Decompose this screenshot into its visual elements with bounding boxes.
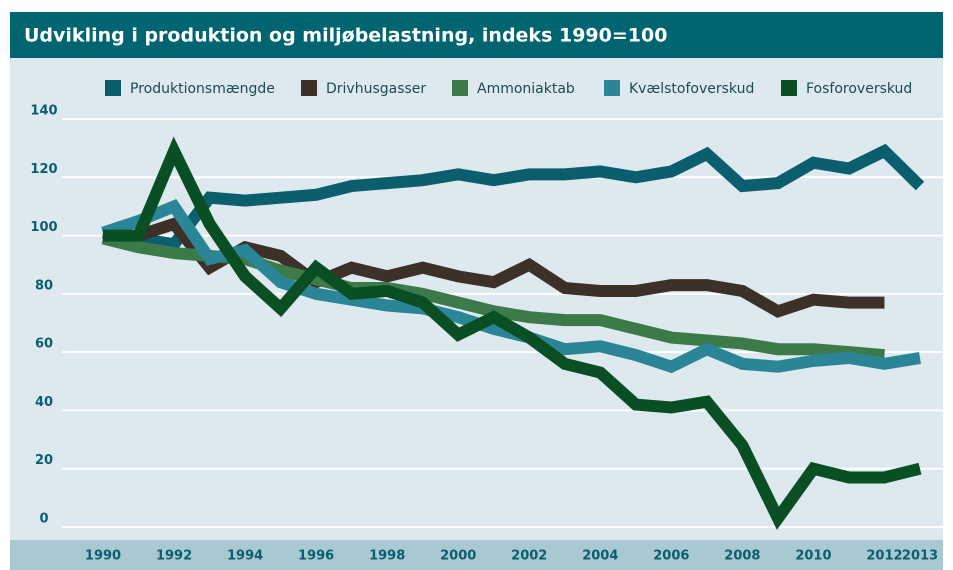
x-axis-band: [10, 540, 943, 570]
legend-swatch: [452, 80, 468, 96]
chart-title: Udvikling i produktion og miljøbelastnin…: [24, 25, 667, 47]
y-tick-label: 0: [39, 512, 48, 527]
legend-swatch: [604, 80, 620, 96]
x-tick-label: 2010: [795, 549, 831, 564]
x-tick-label: 1992: [156, 549, 192, 564]
legend-label: Fosforoverskud: [806, 81, 912, 97]
x-tick-label: 1996: [298, 549, 334, 564]
y-tick-label: 100: [30, 220, 57, 235]
x-tick-label: 2008: [724, 549, 760, 564]
legend-label: Kvælstofoverskud: [629, 81, 754, 97]
legend-swatch: [301, 80, 317, 96]
legend-label: Ammoniaktab: [477, 81, 575, 97]
x-tick-label: 2013: [902, 549, 938, 564]
title-bar: [10, 12, 943, 58]
y-tick-label: 120: [30, 162, 57, 177]
legend-label: Produktionsmængde: [130, 81, 275, 97]
plot-background: [10, 58, 943, 540]
y-tick-label: 80: [35, 278, 53, 293]
y-tick-label: 40: [35, 395, 53, 410]
y-tick-label: 140: [30, 104, 57, 119]
legend-swatch: [105, 80, 121, 96]
grid: 0 20 40 60 80 100 120 140 1990 1992 1994 1996 1998 20…: [30, 104, 943, 564]
series-line: [103, 136, 922, 530]
x-tick-label: 2006: [653, 549, 689, 564]
x-tick-label: 1998: [369, 549, 405, 564]
y-tick-label: 60: [35, 337, 53, 352]
x-tick-label: 2002: [511, 549, 547, 564]
legend-label: Drivhusgasser: [326, 81, 426, 97]
x-tick-label: 1994: [227, 549, 263, 564]
x-tick-label: 2012: [866, 549, 902, 564]
x-tick-label: 2000: [440, 549, 476, 564]
x-tick-label: 2004: [582, 549, 618, 564]
x-tick-label: 1990: [85, 549, 121, 564]
lines: [101, 136, 925, 530]
series-line: [102, 143, 925, 251]
legend: Produktionsmængde Drivhusgasser Ammoniakta…: [105, 80, 912, 97]
y-tick-label: 20: [35, 453, 53, 468]
legend-swatch: [781, 80, 797, 96]
